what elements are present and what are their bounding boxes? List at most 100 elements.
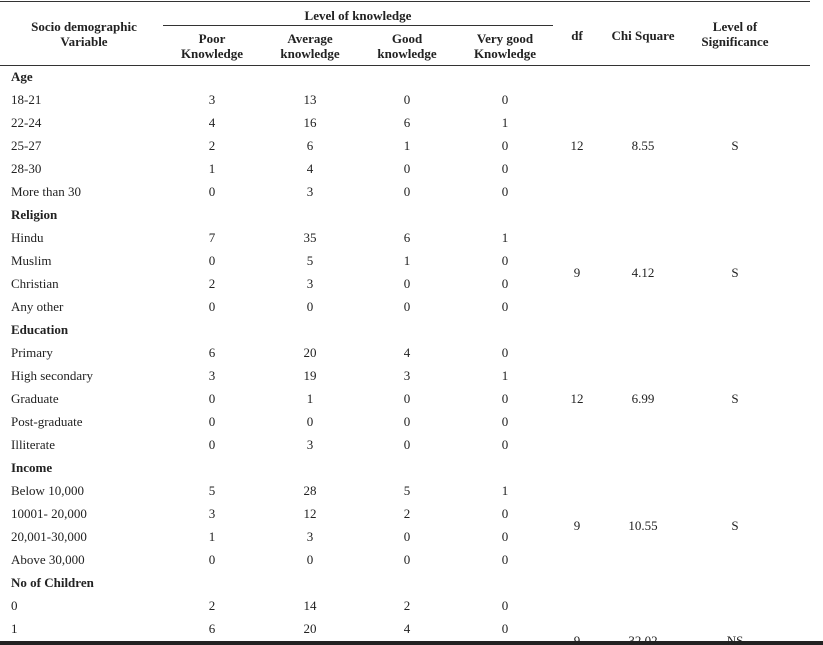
row-label: High secondary bbox=[11, 368, 93, 383]
cell: 4 bbox=[403, 621, 411, 636]
cell: 0 bbox=[501, 621, 509, 636]
cell: 0 bbox=[501, 529, 509, 544]
cell: 1 bbox=[306, 391, 314, 406]
cell: 2 bbox=[208, 276, 216, 291]
df-value: 9 bbox=[573, 517, 581, 533]
cell: 5 bbox=[306, 253, 314, 268]
significance: NS bbox=[726, 632, 744, 645]
cell: 19 bbox=[303, 368, 317, 383]
cell: 0 bbox=[208, 299, 216, 314]
row-label: 20,001-30,000 bbox=[11, 529, 87, 544]
chi-value: 32.02 bbox=[628, 632, 658, 645]
cell: 1 bbox=[403, 138, 411, 153]
cell: 6 bbox=[208, 621, 216, 636]
cell: 1 bbox=[501, 115, 509, 130]
cell: 0 bbox=[208, 184, 216, 199]
row-label: 18-21 bbox=[11, 92, 42, 107]
cell: 5 bbox=[403, 483, 411, 498]
row-label: 0 bbox=[11, 598, 18, 613]
cell: 3 bbox=[306, 529, 314, 544]
row-label: Muslim bbox=[11, 253, 52, 268]
row-label: Primary bbox=[11, 345, 53, 360]
cell: 3 bbox=[306, 276, 314, 291]
cell: 0 bbox=[403, 437, 411, 452]
cell: 0 bbox=[208, 437, 216, 452]
cell: 3 bbox=[208, 368, 216, 383]
df-value: 12 bbox=[570, 391, 584, 406]
cell: 6 bbox=[208, 345, 216, 360]
cell: 4 bbox=[403, 345, 411, 360]
cell: 0 bbox=[403, 529, 411, 544]
header-df: df bbox=[571, 28, 583, 43]
group-name: Education bbox=[11, 322, 69, 337]
row-label: Christian bbox=[11, 276, 59, 291]
cell: 14 bbox=[303, 598, 317, 613]
cell: 0 bbox=[403, 92, 411, 107]
cell: 0 bbox=[501, 345, 509, 360]
cell: 35 bbox=[303, 230, 317, 245]
cell: 0 bbox=[403, 552, 411, 567]
cell: 1 bbox=[501, 483, 509, 498]
cell: 28 bbox=[303, 483, 317, 498]
chi-value: 4.12 bbox=[631, 264, 655, 280]
header-column: Poor Knowledge bbox=[180, 31, 244, 61]
chi-value: 8.55 bbox=[631, 138, 655, 153]
row-label: Post-graduate bbox=[11, 414, 83, 429]
cell: 13 bbox=[303, 92, 317, 107]
cell: 0 bbox=[306, 414, 314, 429]
cell: 1 bbox=[501, 230, 509, 245]
group-rule bbox=[163, 25, 553, 26]
header-column: Good knowledge bbox=[377, 31, 437, 61]
cell: 3 bbox=[208, 92, 216, 107]
cell: 2 bbox=[208, 598, 216, 613]
cell: 6 bbox=[403, 230, 411, 245]
row-label: 10001- 20,000 bbox=[11, 506, 87, 521]
group-name: No of Children bbox=[11, 575, 94, 590]
cell: 7 bbox=[208, 230, 216, 245]
row-label: Below 10,000 bbox=[11, 483, 84, 498]
cell: 5 bbox=[208, 483, 216, 498]
cell: 0 bbox=[501, 138, 509, 153]
cell: 0 bbox=[501, 184, 509, 199]
cell: 0 bbox=[501, 253, 509, 268]
significance: S bbox=[731, 138, 739, 153]
row-label: 1 bbox=[11, 621, 18, 636]
cell: 20 bbox=[303, 345, 317, 360]
cell: 0 bbox=[208, 552, 216, 567]
group-name: Age bbox=[11, 69, 33, 84]
significance: S bbox=[731, 517, 739, 533]
row-label: Any other bbox=[11, 299, 64, 314]
header-significance: Level of Significance bbox=[701, 19, 769, 49]
cell: 2 bbox=[403, 506, 411, 521]
df-value: 9 bbox=[573, 264, 581, 280]
cell: 0 bbox=[306, 552, 314, 567]
significance: S bbox=[731, 391, 739, 406]
cell: 3 bbox=[306, 184, 314, 199]
group-name: Religion bbox=[11, 207, 58, 222]
cell: 0 bbox=[501, 161, 509, 176]
header-chi: Chi Square bbox=[611, 28, 675, 43]
cell: 0 bbox=[403, 276, 411, 291]
cell: 3 bbox=[306, 437, 314, 452]
row-label: More than 30 bbox=[11, 184, 82, 199]
cell: 0 bbox=[403, 161, 411, 176]
cell: 0 bbox=[208, 253, 216, 268]
cell: 0 bbox=[208, 391, 216, 406]
cell: 1 bbox=[208, 529, 216, 544]
df-value: 12 bbox=[570, 138, 584, 153]
cell: 2 bbox=[403, 598, 411, 613]
cell: 1 bbox=[208, 161, 216, 176]
bottom-rule bbox=[0, 641, 823, 645]
row-label: Hindu bbox=[11, 230, 44, 245]
cell: 1 bbox=[403, 253, 411, 268]
cell: 0 bbox=[501, 506, 509, 521]
cell: 0 bbox=[403, 391, 411, 406]
cell: 2 bbox=[208, 138, 216, 153]
cell: 16 bbox=[303, 115, 317, 130]
chi-value: 10.55 bbox=[628, 517, 658, 533]
cell: 0 bbox=[501, 552, 509, 567]
cell: 0 bbox=[501, 276, 509, 291]
cell: 4 bbox=[208, 115, 216, 130]
cell: 20 bbox=[303, 621, 317, 636]
